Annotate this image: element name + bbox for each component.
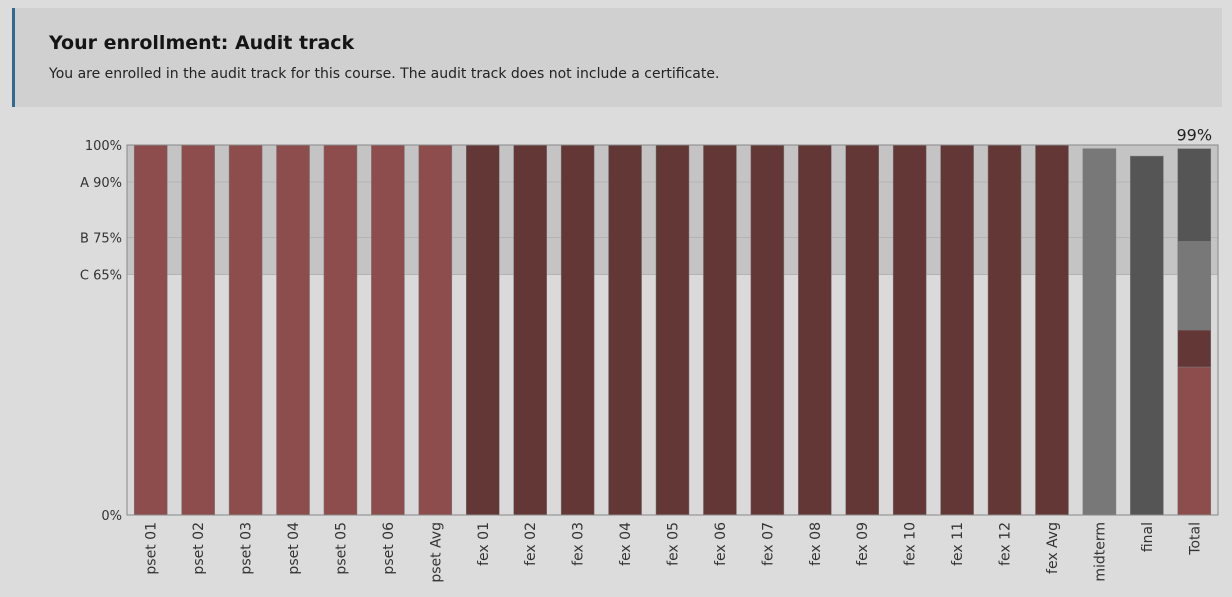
x-tick-label: pset 06 — [381, 522, 397, 575]
total-value-label: 99% — [1177, 126, 1213, 145]
bar — [323, 144, 358, 516]
x-tick-label: pset 03 — [239, 522, 255, 575]
x-tick-label: fex 05 — [666, 522, 682, 566]
bar — [181, 144, 215, 516]
enrollment-message: You are enrolled in the audit track for … — [49, 66, 720, 82]
x-tick-label: Total — [1187, 522, 1203, 556]
cutoff-label: B 75% — [80, 232, 122, 247]
bar — [987, 144, 1022, 516]
bar — [703, 144, 737, 516]
x-tick-label: pset 05 — [333, 522, 349, 575]
bar — [892, 144, 927, 516]
x-tick-label: pset 02 — [191, 522, 207, 575]
plot-frame — [126, 144, 1219, 516]
bar — [276, 144, 310, 516]
x-tick-label: fex 09 — [855, 522, 871, 566]
x-tick-label: fex 12 — [998, 522, 1014, 566]
x-tick-label: pset 01 — [144, 522, 160, 575]
x-tick-label: fex 02 — [523, 522, 539, 566]
x-tick-label: fex 07 — [760, 522, 776, 566]
y-tick-label: 0% — [101, 509, 122, 524]
bar — [845, 144, 879, 516]
bar — [560, 144, 595, 516]
bar — [1130, 155, 1164, 516]
total-bar-segment — [1177, 240, 1212, 331]
x-tick-label: fex 11 — [950, 522, 966, 566]
x-tick-label: fex Avg — [1045, 522, 1061, 574]
total-bar-segment — [1177, 148, 1212, 242]
x-tick-label: fex 03 — [571, 522, 587, 566]
x-tick-label: fex 04 — [618, 522, 634, 566]
bar — [1035, 144, 1069, 516]
x-tick-label: pset 04 — [286, 522, 302, 575]
enrollment-title: Your enrollment: Audit track — [49, 32, 355, 54]
x-tick-label: final — [1140, 522, 1156, 552]
bar — [418, 144, 453, 516]
bar — [608, 144, 642, 516]
bar — [513, 144, 547, 516]
bar — [228, 144, 263, 516]
x-tick-label: fex 08 — [808, 522, 824, 566]
bar — [1082, 148, 1117, 516]
cutoff-label: A 90% — [80, 176, 122, 191]
total-bar-segment — [1177, 329, 1212, 368]
x-tick-label: fex 06 — [713, 522, 729, 566]
bar — [655, 144, 690, 516]
bar — [798, 144, 832, 516]
enrollment-banner: Your enrollment: Audit track You are enr… — [12, 8, 1222, 107]
x-tick-label: fex 10 — [903, 522, 919, 566]
x-tick-label: midterm — [1092, 522, 1108, 582]
y-tick-label: 100% — [85, 139, 122, 154]
bar — [750, 144, 785, 516]
cutoff-label: C 65% — [80, 269, 122, 284]
bar — [466, 144, 500, 516]
bar — [371, 144, 405, 516]
bar — [133, 144, 168, 516]
x-tick-label: pset Avg — [428, 522, 444, 583]
x-tick-label: fex 01 — [476, 522, 492, 566]
bar — [940, 144, 974, 516]
total-bar-segment — [1177, 366, 1212, 516]
